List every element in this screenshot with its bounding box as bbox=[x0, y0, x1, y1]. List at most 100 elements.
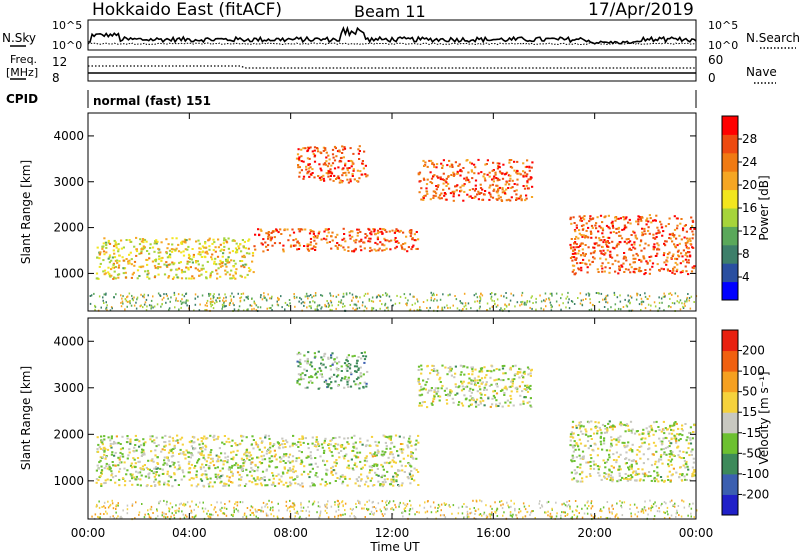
velocity-cell-719 bbox=[273, 455, 276, 458]
power-cell-2186 bbox=[168, 308, 170, 311]
velocity-cell-526 bbox=[339, 475, 342, 478]
power-cell-272 bbox=[182, 250, 185, 253]
velocity-cell-1957 bbox=[673, 422, 676, 425]
velocity-cell-1425 bbox=[510, 397, 513, 400]
power-cell-1443 bbox=[604, 266, 607, 269]
velocity-cell-2222 bbox=[594, 514, 596, 517]
velocity-cell-2232 bbox=[138, 511, 141, 514]
velocity-cell-548 bbox=[242, 458, 245, 461]
power-cell-2303 bbox=[476, 300, 479, 303]
power-cell-2244 bbox=[524, 301, 526, 304]
power-cell-2091 bbox=[384, 302, 387, 305]
power-cell-630 bbox=[385, 230, 388, 233]
power-cell-492 bbox=[357, 228, 361, 231]
power-cell-798 bbox=[302, 147, 305, 150]
velocity-cell-597 bbox=[142, 442, 145, 445]
power-cell-1011 bbox=[525, 197, 528, 200]
power-cell-1323 bbox=[665, 259, 668, 262]
velocity-cell-1340 bbox=[504, 401, 507, 404]
power-cell-1162 bbox=[443, 192, 446, 194]
velocity-cell-1743 bbox=[623, 444, 626, 447]
velocity-cell-96 bbox=[141, 465, 145, 468]
power-cell-1502 bbox=[571, 252, 574, 255]
velocity-cell-2415 bbox=[210, 504, 213, 506]
power-cell-1852 bbox=[470, 307, 472, 310]
power-cell-1793 bbox=[663, 292, 665, 295]
velocity-cell-7 bbox=[301, 482, 304, 485]
velocity-cell-249 bbox=[240, 476, 243, 479]
power-cell-608 bbox=[385, 247, 388, 250]
power-cell-1328 bbox=[656, 263, 659, 266]
power-cell-1138 bbox=[460, 170, 463, 173]
power-cell-149 bbox=[114, 259, 117, 262]
velocity-cell-1388 bbox=[430, 387, 433, 389]
velocity-cell-1830 bbox=[631, 476, 634, 479]
power-cell-2149 bbox=[447, 294, 449, 297]
velocity-cell-805 bbox=[227, 437, 230, 440]
power-cell-596 bbox=[352, 250, 355, 253]
power-cell-2251 bbox=[535, 297, 537, 300]
velocity-cell-1507 bbox=[495, 368, 498, 370]
power-cell-434 bbox=[122, 267, 125, 270]
power-cell-209 bbox=[185, 277, 188, 280]
power-cell-2036 bbox=[598, 308, 601, 311]
power-cell-2304 bbox=[89, 295, 92, 297]
velocity-cell-634 bbox=[289, 468, 292, 471]
velocity-cell-1518 bbox=[495, 392, 499, 395]
velocity-cell-1421 bbox=[427, 378, 430, 380]
velocity-cell-252 bbox=[178, 453, 181, 455]
velocity-cell-915 bbox=[218, 456, 221, 459]
velocity-cell-2469 bbox=[567, 503, 570, 506]
velocity-cell-1002 bbox=[166, 456, 169, 459]
power-cell-1616 bbox=[603, 216, 606, 219]
power-cell-1522 bbox=[645, 260, 648, 263]
power-cell-1330 bbox=[662, 268, 665, 271]
velocity-cell-978 bbox=[307, 455, 310, 458]
velocity-cell-140 bbox=[219, 477, 222, 480]
velocity-cell-1866 bbox=[693, 469, 696, 471]
velocity-cell-830 bbox=[217, 435, 220, 438]
power-cell-728 bbox=[365, 175, 368, 178]
velocity-cell-1579 bbox=[497, 405, 500, 407]
power-cell-1218 bbox=[635, 237, 639, 240]
velocity-cell-1374 bbox=[468, 389, 471, 392]
power-cell-1453 bbox=[596, 216, 599, 219]
power-cell-1540 bbox=[649, 259, 652, 262]
power-cell-571 bbox=[336, 233, 339, 236]
power-cell-1487 bbox=[608, 227, 611, 230]
power-cell-1828 bbox=[478, 301, 481, 304]
power-cell-597 bbox=[294, 244, 297, 247]
velocity-cell-1943 bbox=[634, 479, 637, 482]
velocity-cell-210 bbox=[274, 485, 277, 487]
velocity-cell-2077 bbox=[578, 438, 581, 441]
power-cell-111 bbox=[190, 277, 193, 280]
power-cell-1841 bbox=[103, 293, 105, 296]
velocity-cell-492 bbox=[293, 442, 296, 445]
velocity-cell-570 bbox=[121, 447, 124, 450]
velocity-cell-464 bbox=[277, 482, 280, 485]
velocity-cell-2001 bbox=[573, 444, 576, 447]
velocity-cell-2488 bbox=[515, 514, 517, 516]
power-cell-1581 bbox=[602, 241, 605, 244]
power-cell-2286 bbox=[406, 304, 408, 307]
power-cell-1815 bbox=[247, 297, 249, 300]
power-cell-473 bbox=[369, 240, 372, 243]
velocity-cell-677 bbox=[126, 435, 129, 437]
velocity-cell-2002 bbox=[690, 450, 693, 453]
power-cell-1440 bbox=[571, 259, 574, 262]
power-cell-770 bbox=[317, 175, 320, 177]
power-cell-307 bbox=[156, 240, 159, 243]
power-cell-143 bbox=[130, 263, 133, 266]
velocity-cell-2221 bbox=[583, 512, 586, 515]
power-cell-1654 bbox=[638, 259, 641, 261]
power-cell-1867 bbox=[640, 301, 643, 304]
power-cell-1648 bbox=[647, 229, 650, 232]
velocity-cell-977 bbox=[311, 442, 314, 445]
velocity-cell-2396 bbox=[404, 503, 406, 506]
power-cell-498 bbox=[376, 229, 380, 232]
power-cell-1677 bbox=[622, 262, 625, 265]
velocity-cell-351 bbox=[275, 475, 278, 477]
velocity-cell-984 bbox=[158, 474, 161, 477]
power-cell-739 bbox=[329, 178, 332, 181]
velocity-cell-1639 bbox=[589, 444, 592, 447]
